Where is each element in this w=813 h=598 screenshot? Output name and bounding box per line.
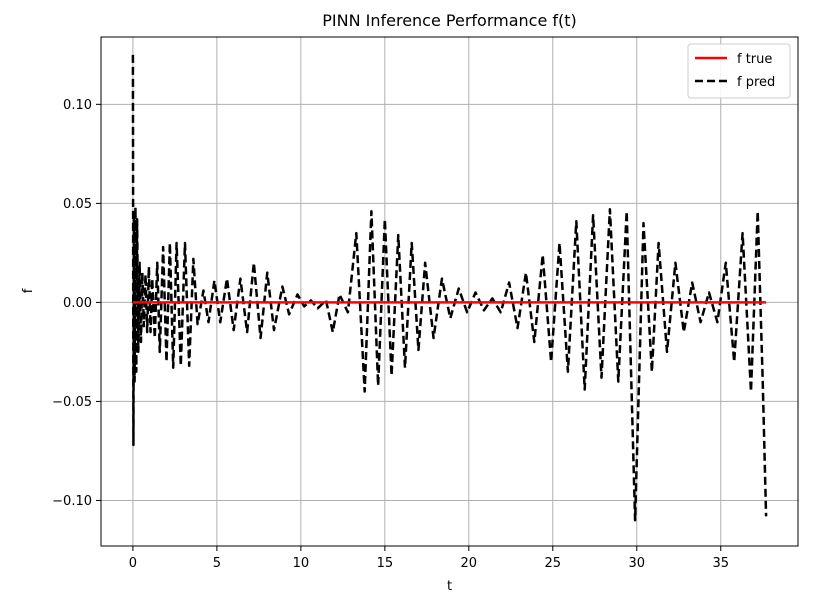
x-tick-label: 25 bbox=[545, 556, 562, 571]
x-tick-label: 30 bbox=[628, 556, 645, 571]
line-series-f-pred bbox=[131, 54, 768, 522]
y-tick-label: 0.10 bbox=[63, 98, 92, 113]
plot-frame bbox=[100, 36, 799, 547]
y-axis-label: f bbox=[21, 288, 36, 293]
y-tick-label: −0.10 bbox=[52, 494, 92, 509]
y-tick-label: −0.05 bbox=[52, 395, 92, 410]
legend-label-f-true: f true bbox=[737, 52, 772, 67]
series-layer bbox=[131, 54, 768, 522]
x-tick-label: 15 bbox=[377, 556, 394, 571]
x-axis-label: t bbox=[447, 579, 452, 594]
legend: f true f pred bbox=[687, 43, 791, 99]
x-tick-label: 10 bbox=[293, 556, 310, 571]
legend-label-f-pred: f pred bbox=[737, 75, 775, 90]
tick-layer: 0 5 10 15 20 25 30 35 −0.10 −0.05 0.00 0.05 0.10 bbox=[52, 98, 729, 571]
x-tick-label: 5 bbox=[213, 556, 221, 571]
x-tick-label: 35 bbox=[712, 556, 729, 571]
chart-title: PINN Inference Performance f(t) bbox=[322, 11, 577, 30]
x-tick-label: 0 bbox=[129, 556, 137, 571]
y-tick-label: 0.00 bbox=[63, 296, 92, 311]
y-tick-label: 0.05 bbox=[63, 197, 92, 212]
x-tick-label: 20 bbox=[461, 556, 478, 571]
